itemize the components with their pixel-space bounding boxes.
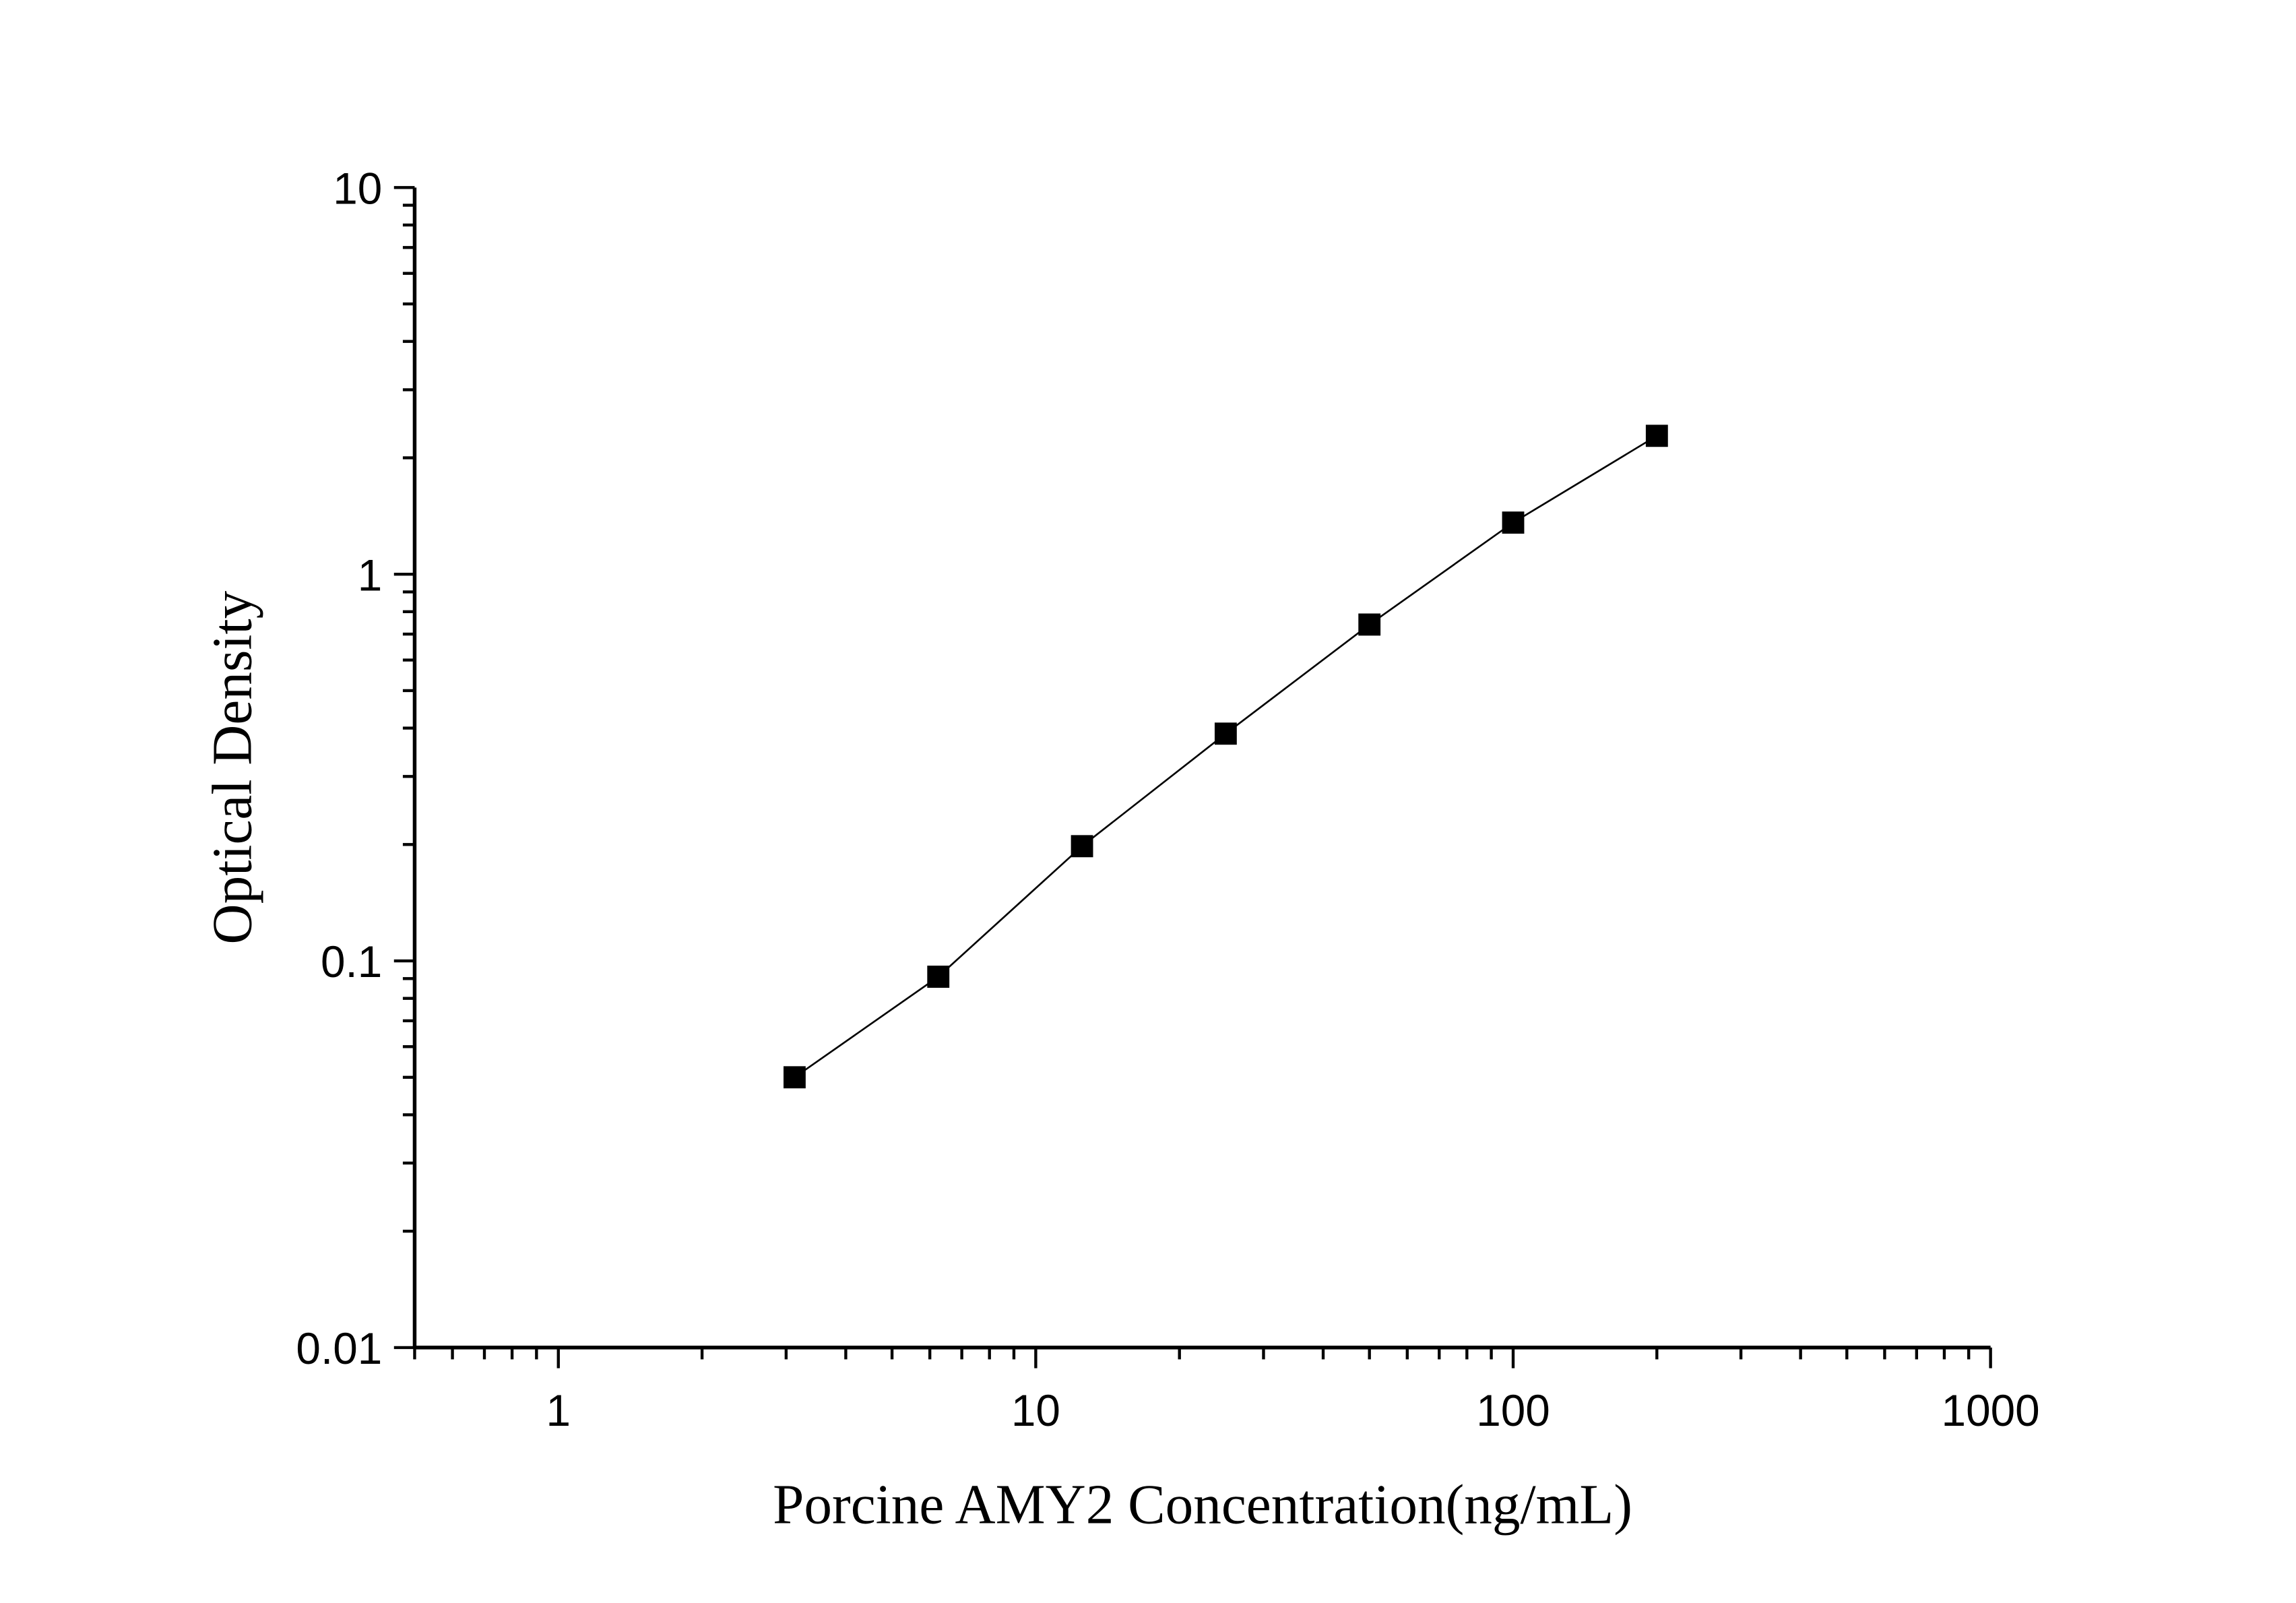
- y-axis-label: Optical Density: [201, 590, 263, 944]
- data-point-marker: [1214, 722, 1237, 745]
- data-point-marker: [1645, 425, 1668, 447]
- x-tick-label: 1: [546, 1386, 571, 1435]
- data-point-marker: [927, 966, 950, 988]
- y-tick-label: 1: [358, 551, 383, 600]
- axes: 1 10 100 1000 0.01 0.1 1 10: [296, 164, 2039, 1435]
- y-tick-label: 0.01: [296, 1324, 382, 1373]
- y-tick-label: 0.1: [321, 937, 382, 986]
- fit-curve-line: [794, 435, 1657, 1078]
- data-point-marker: [1358, 613, 1381, 636]
- x-tick-label: 1000: [1942, 1386, 2040, 1435]
- x-axis-label: Porcine AMY2 Concentration(ng/mL): [773, 1474, 1632, 1536]
- data-point-marker: [1502, 511, 1525, 534]
- y-tick-label: 10: [333, 164, 382, 213]
- series: [784, 425, 1668, 1089]
- x-tick-label: 100: [1476, 1386, 1550, 1435]
- x-tick-label: 10: [1011, 1386, 1060, 1435]
- data-point-marker: [784, 1066, 806, 1089]
- data-point-marker: [1071, 835, 1093, 858]
